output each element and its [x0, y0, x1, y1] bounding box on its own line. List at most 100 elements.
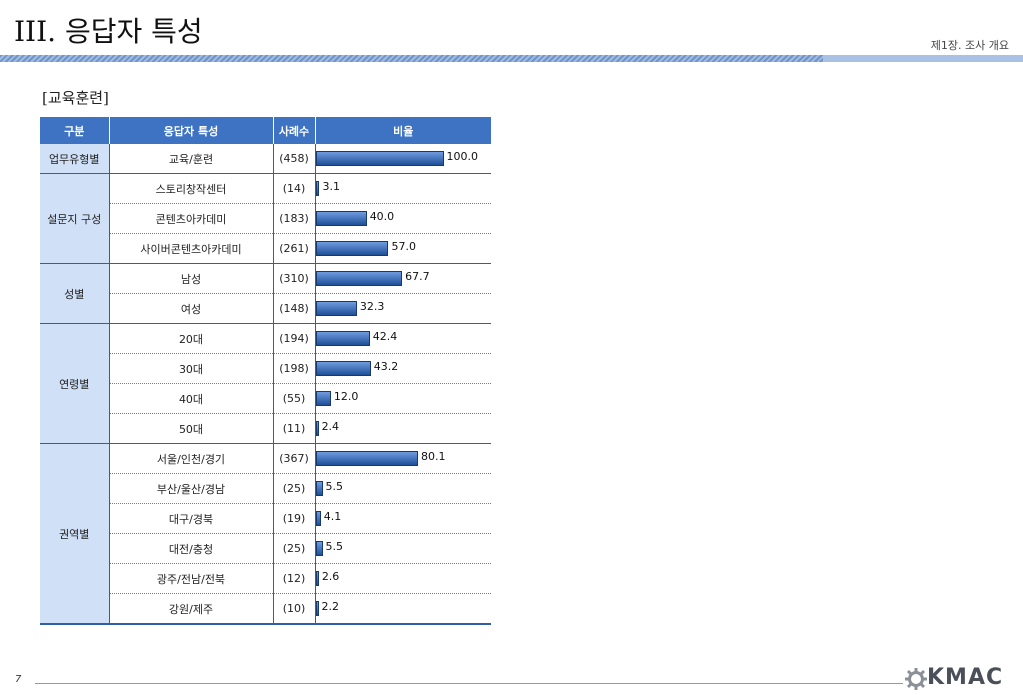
table-row: 연령별 20대 (194) 42.4 [40, 323, 491, 444]
case-count: (194) [273, 323, 316, 354]
ratio-cell: 80.1 [315, 443, 491, 474]
case-count: (12) [273, 563, 316, 594]
ratio-cell: 12.0 [315, 383, 491, 414]
ratio-cell: 42.4 [315, 323, 491, 354]
case-count: (19) [273, 503, 316, 534]
column-header-ratio: 비율 [315, 117, 491, 144]
bar-value-label: 40.0 [369, 210, 395, 223]
kmac-logo: KMAC [905, 665, 1020, 692]
ratio-cell: 2.2 [315, 593, 491, 625]
bar [315, 241, 389, 256]
column-header-cases: 사례수 [273, 117, 316, 144]
ratio-cell: 43.2 [315, 353, 491, 384]
ratio-cell: 57.0 [315, 233, 491, 264]
case-count: (310) [273, 263, 316, 294]
table-row: 설문지 구성 스토리창작센터 (14) 3.1 [40, 173, 491, 264]
bar [315, 571, 319, 586]
bar [315, 511, 321, 526]
bar-value-label: 32.3 [359, 300, 385, 313]
table-row: 권역별 서울/인천/경기 (367) 80.1 [40, 443, 491, 625]
ratio-cell: 3.1 [315, 173, 491, 204]
characteristic-label: 광주/전남/전북 [109, 563, 274, 594]
bar [315, 301, 357, 316]
case-count: (55) [273, 383, 316, 414]
table-row: 대구/경북 (19) 4.1 [40, 503, 491, 534]
characteristic-label: 대구/경북 [109, 503, 274, 534]
title-rule-accent [823, 55, 1023, 62]
characteristic-label: 30대 [109, 353, 274, 384]
table-row: 30대 (198) 43.2 [40, 353, 491, 384]
logo-text: KMAC [927, 665, 1004, 690]
bar [315, 541, 323, 556]
bar [315, 151, 444, 166]
ratio-cell: 2.4 [315, 413, 491, 444]
page-title: III. 응답자 특성 [14, 15, 203, 48]
case-count: (14) [273, 173, 316, 204]
bar-value-label: 4.1 [323, 510, 342, 523]
case-count: (25) [273, 473, 316, 504]
bar-value-label: 100.0 [446, 150, 479, 163]
characteristic-label: 스토리창작센터 [109, 173, 274, 204]
table-body: 업무유형별 교육/훈련 (458) 100.0 설문지 구성 스토리창작센터 (14) 3.1… [40, 144, 491, 625]
ratio-cell: 100.0 [315, 144, 491, 174]
table-row: 성별 남성 (310) 67.7 [40, 263, 491, 324]
characteristic-label: 50대 [109, 413, 274, 444]
group-label: 성별 [40, 263, 110, 324]
ratio-cell: 32.3 [315, 293, 491, 324]
characteristic-label: 남성 [109, 263, 274, 294]
characteristic-label: 대전/충청 [109, 533, 274, 564]
bar-value-label: 57.0 [391, 240, 416, 253]
bar [315, 601, 319, 616]
case-count: (25) [273, 533, 316, 564]
characteristic-label: 사이버콘텐츠아카데미 [109, 233, 274, 264]
bar-value-label: 2.6 [321, 570, 340, 583]
table-row: 사이버콘텐츠아카데미 (261) 57.0 [40, 233, 491, 264]
ratio-cell: 5.5 [315, 473, 491, 504]
characteristic-label: 교육/훈련 [109, 144, 274, 174]
bar [315, 271, 403, 286]
gear-logo-icon [905, 668, 927, 690]
chapter-label: 제1장. 조사 개요 [930, 39, 1009, 52]
characteristic-label: 강원/제주 [109, 593, 274, 625]
case-count: (198) [273, 353, 316, 384]
respondent-table: 구분 응답자 특성 사례수 비율 업무유형별 교육/훈련 (458) 100.0 설문지… [40, 117, 491, 625]
group-label: 연령별 [40, 323, 110, 444]
case-count: (183) [273, 203, 316, 234]
table-row: 대전/충청 (25) 5.5 [40, 533, 491, 564]
characteristic-label: 서울/인천/경기 [109, 443, 274, 474]
title-rule [0, 55, 1023, 62]
bar-value-label: 42.4 [372, 330, 398, 343]
table-header-row: 구분 응답자 특성 사례수 비율 [40, 117, 491, 144]
bar [315, 451, 419, 466]
group-label: 업무유형별 [40, 144, 110, 174]
bar [315, 181, 320, 196]
column-header-group: 구분 [40, 117, 110, 144]
table-row: 강원/제주 (10) 2.2 [40, 593, 491, 625]
table-row: 50대 (11) 2.4 [40, 413, 491, 444]
table-row: 여성 (148) 32.3 [40, 293, 491, 324]
case-count: (458) [273, 144, 316, 174]
bar-value-label: 80.1 [421, 450, 446, 463]
characteristic-label: 콘텐츠아카데미 [109, 203, 274, 234]
case-count: (367) [273, 443, 316, 474]
section-label: [교육훈련] [42, 89, 109, 107]
bar-value-label: 5.5 [325, 540, 344, 553]
group-label: 설문지 구성 [40, 173, 110, 264]
bar [315, 481, 323, 496]
table-row: 콘텐츠아카데미 (183) 40.0 [40, 203, 491, 234]
characteristic-label: 40대 [109, 383, 274, 414]
ratio-cell: 5.5 [315, 533, 491, 564]
group-label: 권역별 [40, 443, 110, 625]
bar-value-label: 2.2 [321, 600, 340, 613]
bar-value-label: 3.1 [322, 180, 340, 193]
case-count: (11) [273, 413, 316, 444]
ratio-cell: 40.0 [315, 203, 491, 234]
bar [315, 211, 367, 226]
page-number: 7 [15, 674, 22, 685]
case-count: (148) [273, 293, 316, 324]
case-count: (10) [273, 593, 316, 625]
column-header-characteristic: 응답자 특성 [109, 117, 274, 144]
characteristic-label: 20대 [109, 323, 274, 354]
bar [315, 421, 319, 436]
bar-value-label: 43.2 [373, 360, 399, 373]
